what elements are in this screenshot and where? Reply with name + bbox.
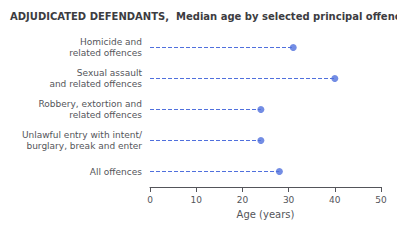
svg-text:and related offences: and related offences [49, 79, 142, 89]
svg-text:Sexual assault: Sexual assault [77, 68, 143, 78]
svg-text:50: 50 [375, 195, 387, 205]
svg-text:Unlawful entry with intent/: Unlawful entry with intent/ [22, 130, 143, 140]
svg-text:30: 30 [283, 195, 295, 205]
svg-text:related offences: related offences [69, 48, 142, 58]
svg-text:All offences: All offences [90, 167, 142, 177]
svg-text:40: 40 [329, 195, 341, 205]
svg-text:Robbery, extortion and: Robbery, extortion and [38, 99, 142, 109]
svg-text:0: 0 [147, 195, 153, 205]
svg-text:related offences: related offences [69, 110, 142, 120]
svg-text:ADJUDICATED DEFENDANTS, Media: ADJUDICATED DEFENDANTS, Median age by se… [10, 11, 397, 22]
svg-text:Homicide and: Homicide and [80, 37, 142, 47]
svg-text:20: 20 [237, 195, 249, 205]
svg-text:10: 10 [190, 195, 202, 205]
svg-text:burglary, break and enter: burglary, break and enter [26, 141, 142, 151]
svg-text:Age (years): Age (years) [237, 209, 295, 220]
